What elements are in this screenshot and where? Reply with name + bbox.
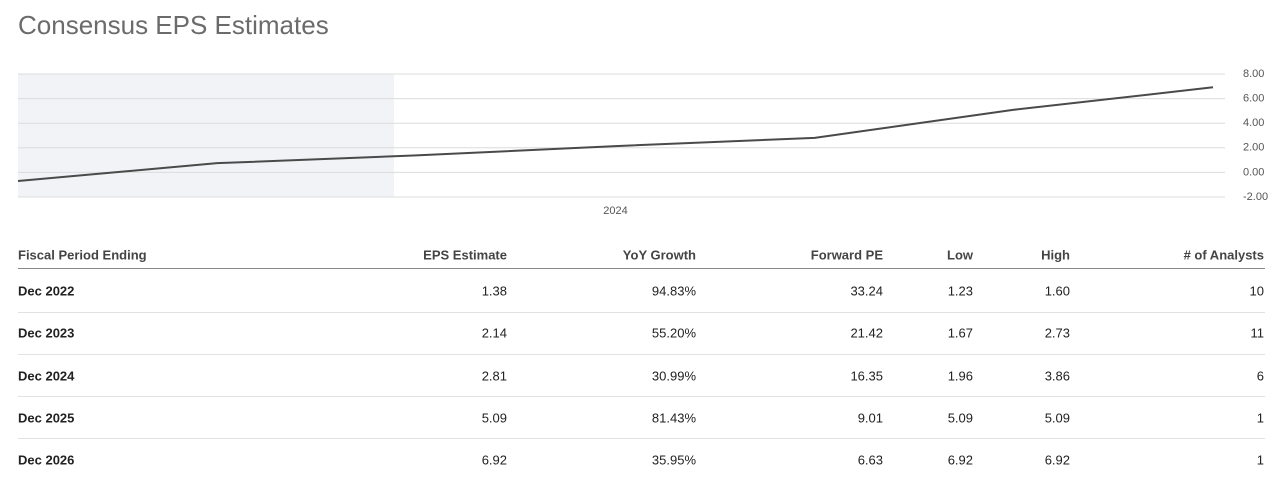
table-cell: 2.73 xyxy=(1044,325,1070,341)
column-header: Fiscal Period Ending xyxy=(18,247,147,263)
column-header: YoY Growth xyxy=(622,247,696,263)
table-cell: 1 xyxy=(1256,410,1264,426)
column-header: Forward PE xyxy=(810,247,883,263)
table-cell: Dec 2026 xyxy=(18,452,75,468)
column-header: Low xyxy=(947,247,973,263)
table-cell: Dec 2022 xyxy=(18,283,75,299)
table-cell: 5.09 xyxy=(947,410,973,426)
y-tick-label: 8.00 xyxy=(1243,68,1264,80)
table-cell: 33.24 xyxy=(850,283,883,299)
row-separator xyxy=(18,268,1265,269)
page-title: Consensus EPS Estimates xyxy=(18,10,329,40)
column-header: High xyxy=(1041,247,1070,263)
table-cell: 21.42 xyxy=(850,325,883,341)
row-separator xyxy=(18,353,1265,355)
line xyxy=(17,86,1214,183)
x-tick-label: 2024 xyxy=(603,205,627,217)
table-cell: 6.92 xyxy=(481,452,507,468)
table-cell: 1.60 xyxy=(1044,283,1070,299)
table-cell: 1.38 xyxy=(481,283,507,299)
y-tick-label: 4.00 xyxy=(1243,117,1264,129)
table-cell: 6 xyxy=(1256,368,1264,384)
table-cell: 1.96 xyxy=(947,368,973,384)
table-cell: 6.92 xyxy=(1044,452,1070,468)
table-cell: 30.99% xyxy=(651,368,696,384)
y-tick-label: 2.00 xyxy=(1243,142,1264,154)
y-tick-label: -2.00 xyxy=(1243,191,1268,203)
table-cell: 1.23 xyxy=(947,283,973,299)
table-cell: 2.14 xyxy=(481,325,507,341)
table-cell: 6.92 xyxy=(947,452,973,468)
table-cell: 1.67 xyxy=(947,325,973,341)
row-separator xyxy=(18,311,1265,313)
table-cell: 2.81 xyxy=(481,368,507,384)
table-cell: 55.20% xyxy=(651,325,696,341)
y-tick-label: 6.00 xyxy=(1243,93,1264,105)
past-region xyxy=(18,74,394,197)
row-separator xyxy=(18,438,1265,440)
table-cell: 3.86 xyxy=(1044,368,1070,384)
table-cell: 10 xyxy=(1249,283,1264,299)
table-cell: 9.01 xyxy=(857,410,883,426)
table-cell: 35.95% xyxy=(651,452,696,468)
table-cell: Dec 2024 xyxy=(18,368,75,384)
table-cell: Dec 2025 xyxy=(18,410,75,426)
table-cell: 5.09 xyxy=(1044,410,1070,426)
chart: -2.00 0.00 2.00 4.00 6.00 8.00 2024 xyxy=(17,68,1268,217)
table-cell: 81.43% xyxy=(651,410,696,426)
table-cell: 94.83% xyxy=(651,283,696,299)
column-header: EPS Estimate xyxy=(423,247,507,263)
column-header: # of Analysts xyxy=(1183,247,1264,263)
table-cell: 6.63 xyxy=(857,452,883,468)
table-cell: 5.09 xyxy=(481,410,507,426)
table-cell: 11 xyxy=(1250,325,1265,341)
table-cell: 16.35 xyxy=(850,368,883,384)
row-separator xyxy=(18,396,1265,398)
table-cell: 1 xyxy=(1256,452,1264,468)
table-cell: Dec 2023 xyxy=(18,325,75,341)
y-tick-label: 0.00 xyxy=(1243,166,1264,178)
